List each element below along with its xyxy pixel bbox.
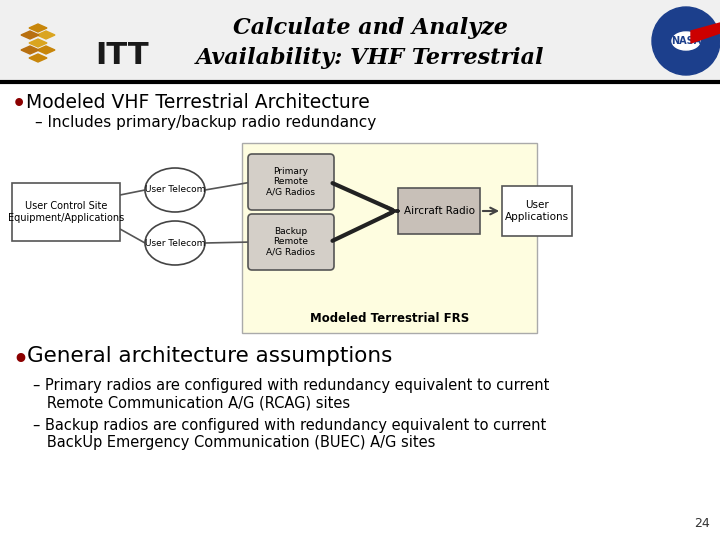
FancyBboxPatch shape: [248, 214, 334, 270]
Text: •: •: [12, 94, 26, 114]
FancyBboxPatch shape: [248, 154, 334, 210]
Text: – Primary radios are configured with redundancy equivalent to current: – Primary radios are configured with red…: [33, 378, 549, 393]
Polygon shape: [37, 46, 55, 54]
Polygon shape: [29, 39, 47, 47]
Text: Calculate and Analyze: Calculate and Analyze: [233, 17, 508, 39]
Text: NASA: NASA: [671, 36, 701, 46]
Text: ITT: ITT: [95, 40, 148, 70]
Bar: [242, 143, 537, 333]
Text: Backup
Remote
A/G Radios: Backup Remote A/G Radios: [266, 227, 315, 257]
Text: General architecture assumptions: General architecture assumptions: [27, 346, 392, 366]
Text: Remote Communication A/G (RCAG) sites: Remote Communication A/G (RCAG) sites: [33, 395, 350, 410]
Polygon shape: [21, 46, 39, 54]
Text: BackUp Emergency Communication (BUEC) A/G sites: BackUp Emergency Communication (BUEC) A/…: [33, 435, 436, 450]
Text: Availability: VHF Terrestrial: Availability: VHF Terrestrial: [196, 47, 544, 69]
Text: 24: 24: [694, 517, 710, 530]
Bar: [12, 183, 120, 241]
Text: Modeled VHF Terrestrial Architecture: Modeled VHF Terrestrial Architecture: [26, 93, 370, 112]
Text: – Includes primary/backup radio redundancy: – Includes primary/backup radio redundan…: [35, 115, 377, 130]
Text: User Telecom: User Telecom: [145, 186, 205, 194]
Bar: [502, 186, 572, 236]
Text: •: •: [12, 348, 28, 372]
Text: Primary
Remote
A/G Radios: Primary Remote A/G Radios: [266, 167, 315, 197]
Text: User Telecom: User Telecom: [145, 239, 205, 247]
Ellipse shape: [672, 32, 700, 50]
Bar: [0, 0, 720, 82]
Polygon shape: [691, 23, 720, 43]
Ellipse shape: [145, 221, 205, 265]
Text: Aircraft Radio: Aircraft Radio: [403, 206, 474, 216]
Text: – Backup radios are configured with redundancy equivalent to current: – Backup radios are configured with redu…: [33, 418, 546, 433]
Polygon shape: [21, 31, 39, 39]
Circle shape: [652, 7, 720, 75]
Text: User
Applications: User Applications: [505, 200, 569, 222]
Polygon shape: [29, 24, 47, 32]
Ellipse shape: [145, 168, 205, 212]
Polygon shape: [29, 54, 47, 62]
Bar: [398, 188, 480, 234]
Polygon shape: [37, 31, 55, 39]
Text: Modeled Terrestrial FRS: Modeled Terrestrial FRS: [310, 312, 469, 325]
Text: User Control Site
Equipment/Applications: User Control Site Equipment/Applications: [8, 201, 124, 223]
